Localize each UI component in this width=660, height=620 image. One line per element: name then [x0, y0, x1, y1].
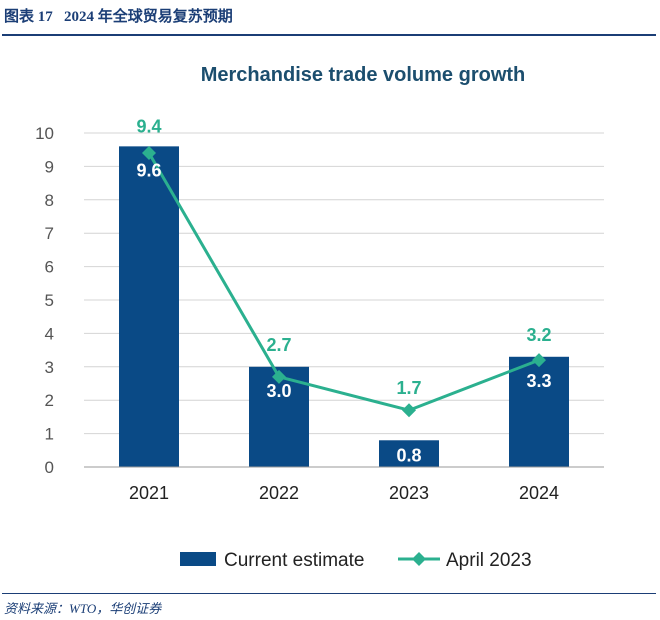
- line-value-label: 1.7: [396, 378, 421, 398]
- line-marker-2022: [272, 369, 286, 384]
- y-tick-label: 0: [45, 458, 54, 477]
- trade-volume-chart: Merchandise trade volume growth 0 1 2 3 4 5 6 7 8…: [35, 64, 604, 571]
- legend-label-current-estimate: Current estimate: [224, 550, 364, 571]
- y-tick-label: 6: [45, 258, 54, 277]
- bar-value-label: 0.8: [396, 445, 421, 465]
- line-value-label: 9.4: [136, 116, 161, 136]
- bar-2023: [379, 440, 439, 467]
- x-tick-label: 2021: [129, 483, 169, 503]
- figure-label: 图表 17: [4, 9, 53, 25]
- legend-swatch-current-estimate: [180, 552, 216, 566]
- line-marker-2024: [532, 353, 546, 368]
- x-tick-label: 2024: [519, 483, 559, 503]
- bar-value-label: 9.6: [136, 160, 161, 180]
- legend-marker-april-2023: [412, 552, 426, 566]
- chart-title: Merchandise trade volume growth: [201, 64, 526, 86]
- line-marker-2021: [142, 146, 156, 161]
- y-tick-label: 9: [45, 157, 54, 176]
- line-april-2023: [147, 152, 540, 412]
- source-note: 资料来源：WTO，华创证券: [4, 601, 162, 616]
- bar-2024: [509, 356, 569, 467]
- y-tick-label: 2: [45, 391, 54, 410]
- chart-container: Merchandise trade volume growth 0 1 2 3 4 5 6 7 8…: [0, 40, 660, 585]
- y-tick-label: 1: [45, 425, 54, 444]
- y-tick-label: 7: [45, 224, 54, 243]
- legend-label-april-2023: April 2023: [446, 550, 532, 571]
- bar-2021: [119, 146, 179, 468]
- bar-value-label: 3.3: [526, 371, 551, 391]
- y-tick-label: 10: [35, 124, 54, 143]
- header-divider: [2, 34, 656, 36]
- figure-header: 图表 17 2024 年全球贸易复苏预期: [0, 0, 660, 36]
- x-tick-label: 2022: [259, 483, 299, 503]
- y-tick-label: 5: [45, 291, 54, 310]
- figure-caption: 图表 17 2024 年全球贸易复苏预期: [4, 5, 233, 26]
- y-tick-label: 8: [45, 191, 54, 210]
- x-tick-label: 2023: [389, 483, 429, 503]
- figure-title: 2024 年全球贸易复苏预期: [64, 9, 233, 25]
- line-value-label: 3.2: [526, 325, 551, 345]
- y-tick-label: 4: [45, 324, 54, 343]
- line-marker-2023: [402, 403, 416, 418]
- footer-divider: [2, 593, 656, 594]
- line-value-label: 2.7: [266, 335, 291, 355]
- bar-value-label: 3.0: [266, 381, 291, 401]
- y-tick-label: 3: [45, 358, 54, 377]
